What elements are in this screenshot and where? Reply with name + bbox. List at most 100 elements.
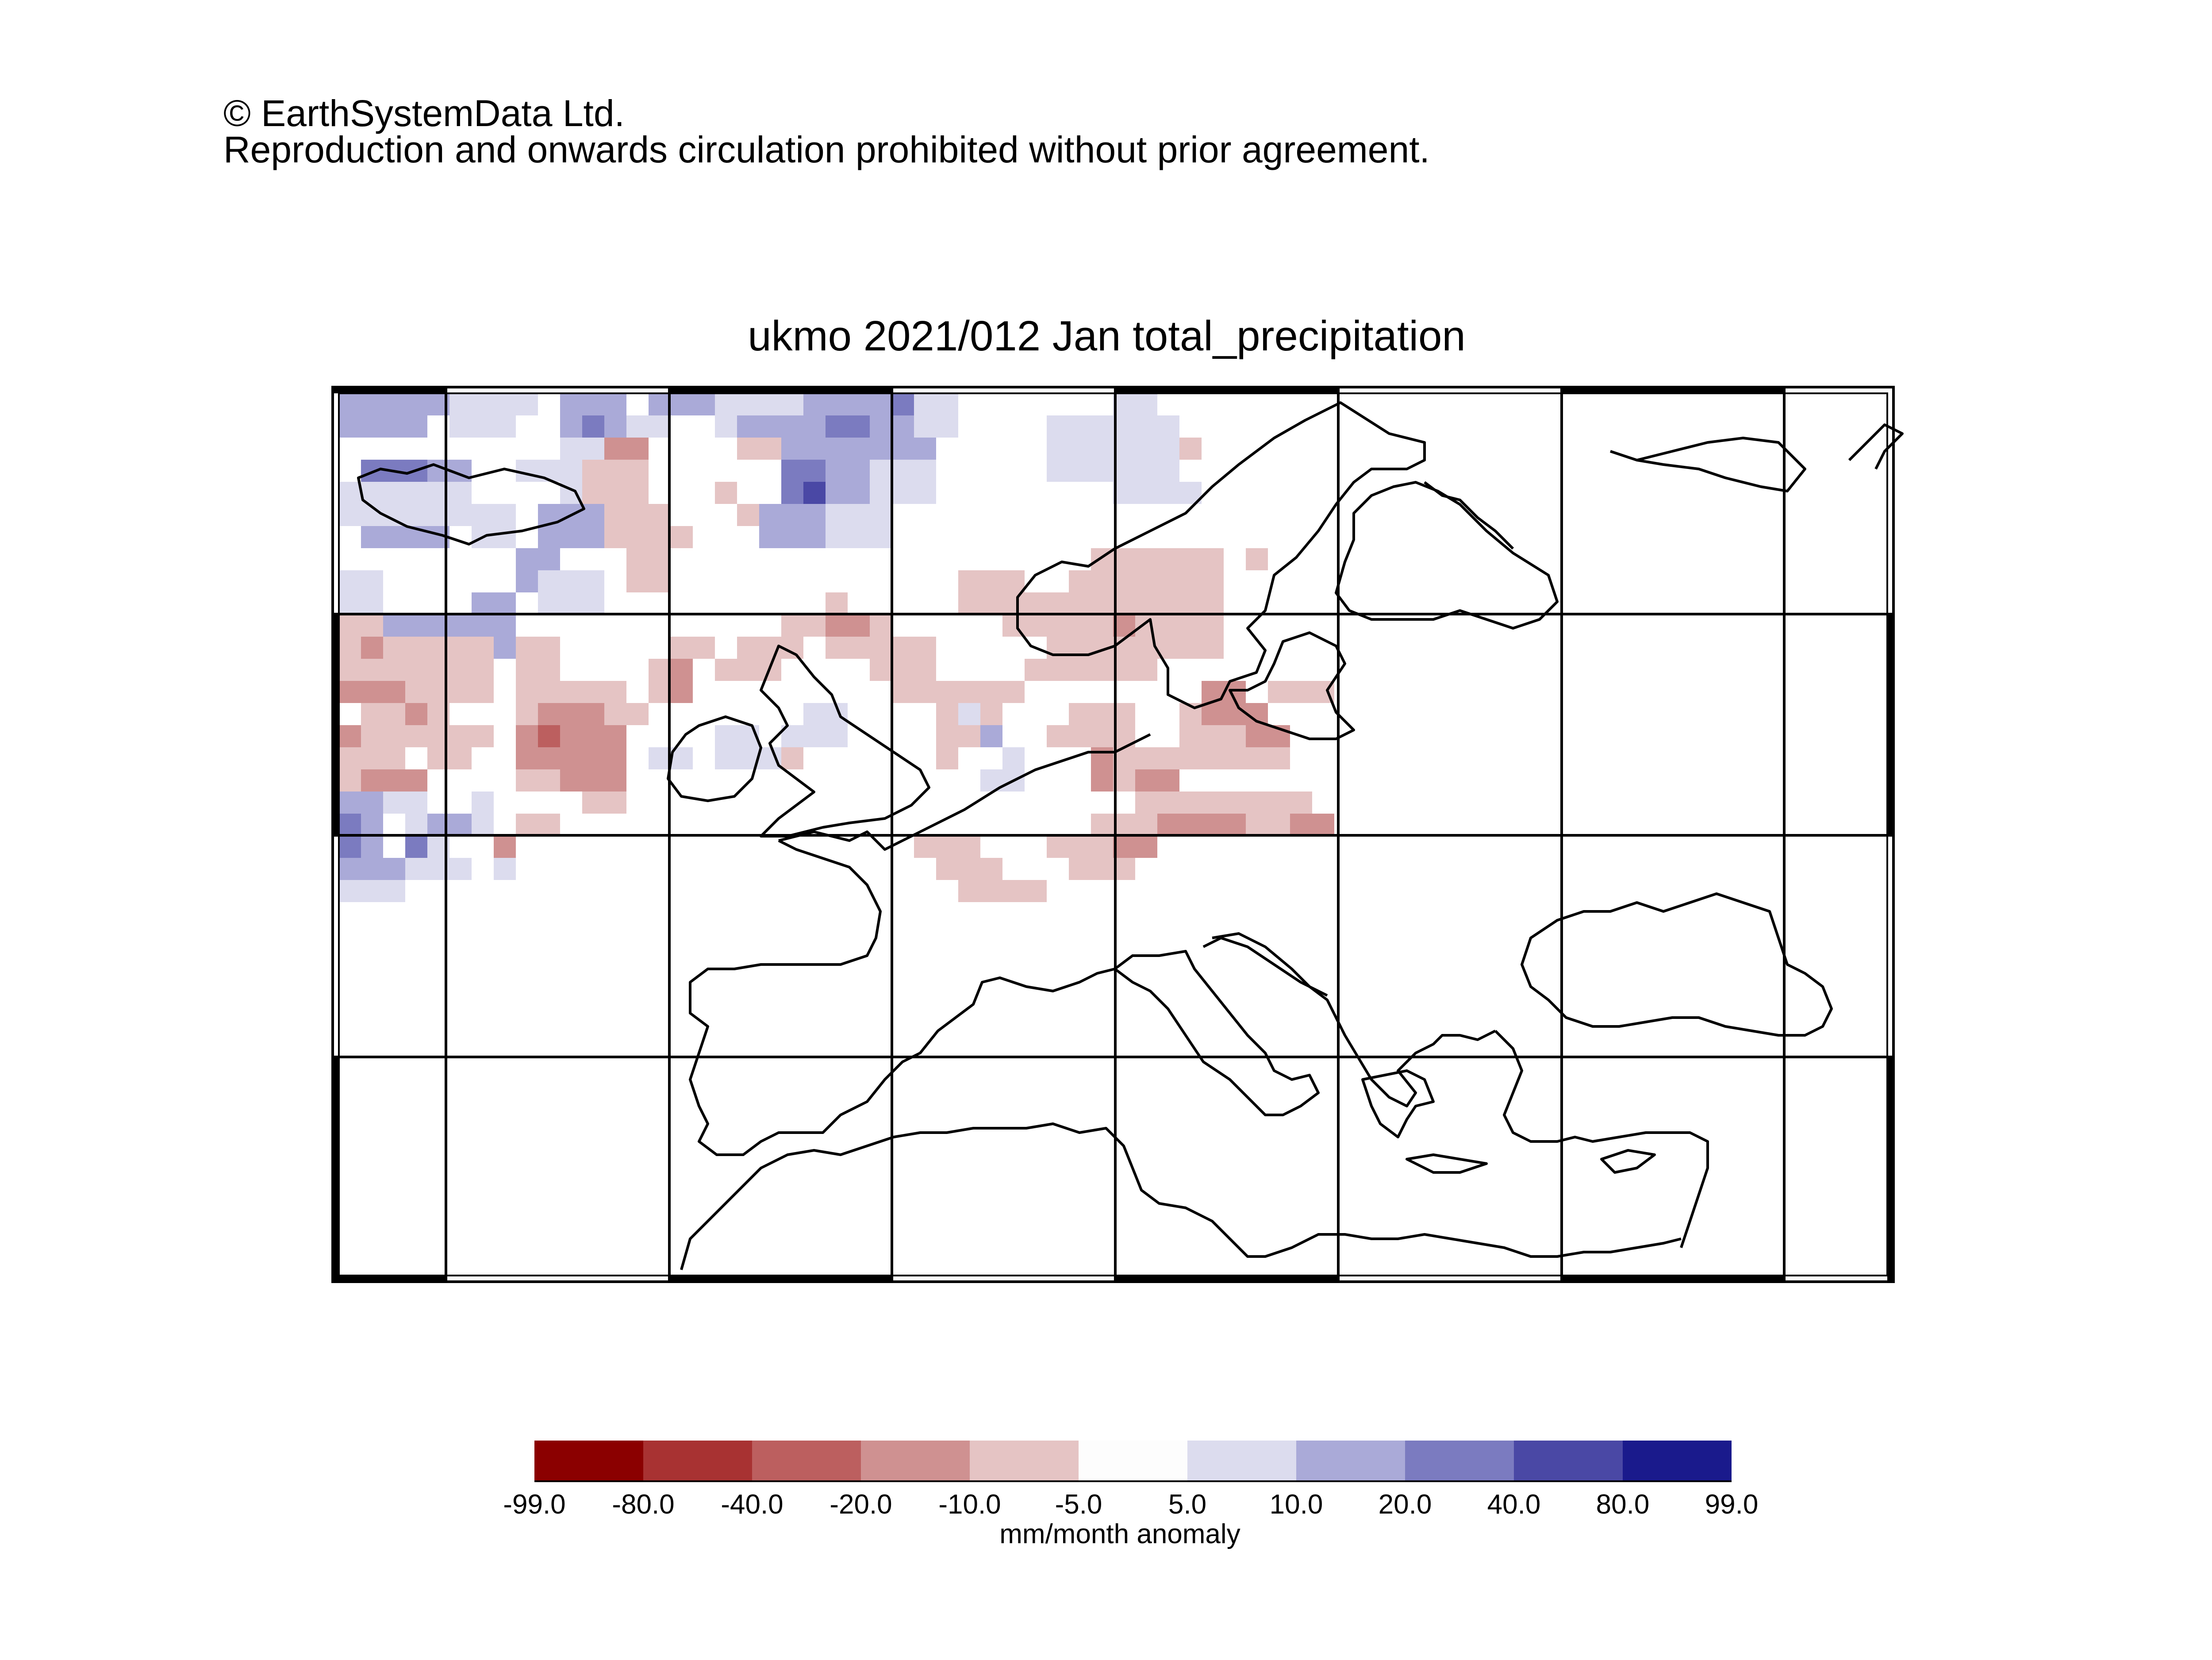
frame-tick (333, 387, 446, 393)
anomaly-cell (538, 504, 604, 548)
frame-tick (1887, 614, 1893, 835)
anomaly-cell (958, 703, 980, 725)
anomaly-cell (759, 504, 826, 548)
anomaly-cell (803, 482, 826, 504)
anomaly-cell (715, 747, 781, 769)
anomaly-cell (1002, 681, 1025, 703)
anomaly-cell (781, 747, 803, 769)
anomaly-cell (1179, 725, 1246, 747)
coastline-scandinavia (1016, 401, 1426, 709)
colorbar-tick-label: 10.0 (1269, 1489, 1323, 1520)
anomaly-cell (582, 460, 649, 504)
anomaly-cell (361, 637, 383, 659)
anomaly-cell (427, 747, 472, 769)
colorbar-tick-label: -40.0 (721, 1489, 783, 1520)
anomaly-cell (1179, 747, 1290, 769)
anomaly-cell (980, 769, 1025, 792)
map-title: ukmo 2021/012 Jan total_precipitation (748, 312, 1466, 360)
anomaly-cell (1113, 393, 1157, 415)
anomaly-cell (826, 637, 914, 659)
coastline-balkans (1212, 932, 1496, 1107)
coastline-cyprus (1600, 1149, 1656, 1174)
anomaly-cell (1290, 814, 1334, 836)
frame-tick (669, 387, 892, 393)
anomaly-cell (936, 725, 980, 747)
anomaly-cell (649, 393, 715, 415)
coastline-turkey (1494, 1030, 1709, 1248)
colorbar-tick-label: 20.0 (1378, 1489, 1432, 1520)
anomaly-cell (449, 393, 538, 415)
map-frame (331, 386, 1895, 1283)
anomaly-cell (1113, 836, 1157, 858)
anomaly-cell (1069, 858, 1135, 880)
colorbar-tick-label: 80.0 (1596, 1489, 1650, 1520)
colorbar-swatch (970, 1441, 1079, 1481)
anomaly-cell (649, 681, 671, 703)
anomaly-cell (339, 482, 472, 526)
coastline-iceland (357, 463, 585, 546)
anomaly-cell (1025, 659, 1047, 681)
colorbar-swatch (534, 1441, 643, 1481)
colorbar-swatch (1623, 1441, 1732, 1481)
anomaly-cell (715, 725, 759, 747)
anomaly-cell (958, 570, 1025, 615)
anomaly-cell (1157, 814, 1246, 836)
coastline-western-europe (778, 733, 1151, 851)
anomaly-cells (339, 393, 1334, 902)
anomaly-cell (494, 836, 516, 858)
coastline-baltic-south (1229, 631, 1355, 740)
anomaly-cell (737, 438, 781, 460)
frame-tick (333, 1057, 339, 1282)
anomaly-cell (339, 415, 427, 438)
anomaly-cell (582, 792, 626, 814)
colorbar-tick-label: -80.0 (612, 1489, 675, 1520)
anomaly-cell (671, 659, 693, 703)
anomaly-cell (737, 504, 759, 526)
anomaly-cell (361, 526, 449, 548)
anomaly-cell (671, 637, 715, 659)
colorbar-tick-label: 40.0 (1487, 1489, 1541, 1520)
coastline-bay-of-biscay (689, 839, 1115, 1156)
anomaly-cell (449, 814, 472, 836)
gridlines (333, 387, 1893, 1282)
colorbar-swatch (643, 1441, 752, 1481)
anomaly-cell (936, 858, 1002, 880)
anomaly-cell (604, 504, 671, 548)
coastline-north-africa (680, 1122, 1682, 1270)
anomaly-cell (1179, 438, 1202, 460)
colorbar-tick-label: -10.0 (938, 1489, 1001, 1520)
frame-tick (1562, 1276, 1784, 1282)
coastline-white-sea-arctic (1424, 481, 1514, 550)
anomaly-cell (914, 836, 980, 858)
coastline-greece (1361, 1069, 1435, 1138)
coastline-black-sea (1521, 892, 1833, 1037)
anomaly-cell (582, 415, 604, 438)
copyright-line: © EarthSystemData Ltd. (223, 92, 625, 134)
anomaly-cell (1113, 482, 1202, 504)
anomaly-cell (715, 482, 737, 504)
colorbar-swatch (1187, 1441, 1296, 1481)
anomaly-cell (427, 858, 472, 880)
coastline-ireland (667, 715, 762, 802)
anomaly-cell (1246, 548, 1268, 570)
frame-tick (333, 1276, 446, 1282)
anomaly-cell (1246, 725, 1290, 747)
colorbar-tick-label: 99.0 (1705, 1489, 1759, 1520)
anomaly-cell (826, 592, 848, 615)
anomaly-cell (1091, 814, 1157, 836)
coastline-italy (1114, 937, 1328, 1116)
coastline-great-britain (760, 645, 930, 838)
colorbar-tick-label: 5.0 (1168, 1489, 1207, 1520)
colorbar-units: mm/month anomaly (999, 1519, 1240, 1549)
copyright-restriction-line: Reproduction and onwards circulation pro… (223, 129, 1430, 170)
anomaly-cell (870, 460, 936, 504)
anomaly-cell (538, 570, 604, 615)
colorbar-swatch (1514, 1441, 1623, 1481)
anomaly-cell (1135, 792, 1246, 814)
frame-tick (1115, 1276, 1338, 1282)
anomaly-cell (626, 415, 671, 438)
anomaly-cell (339, 570, 383, 615)
anomaly-cell (626, 548, 671, 592)
anomaly-cell (1047, 415, 1179, 482)
